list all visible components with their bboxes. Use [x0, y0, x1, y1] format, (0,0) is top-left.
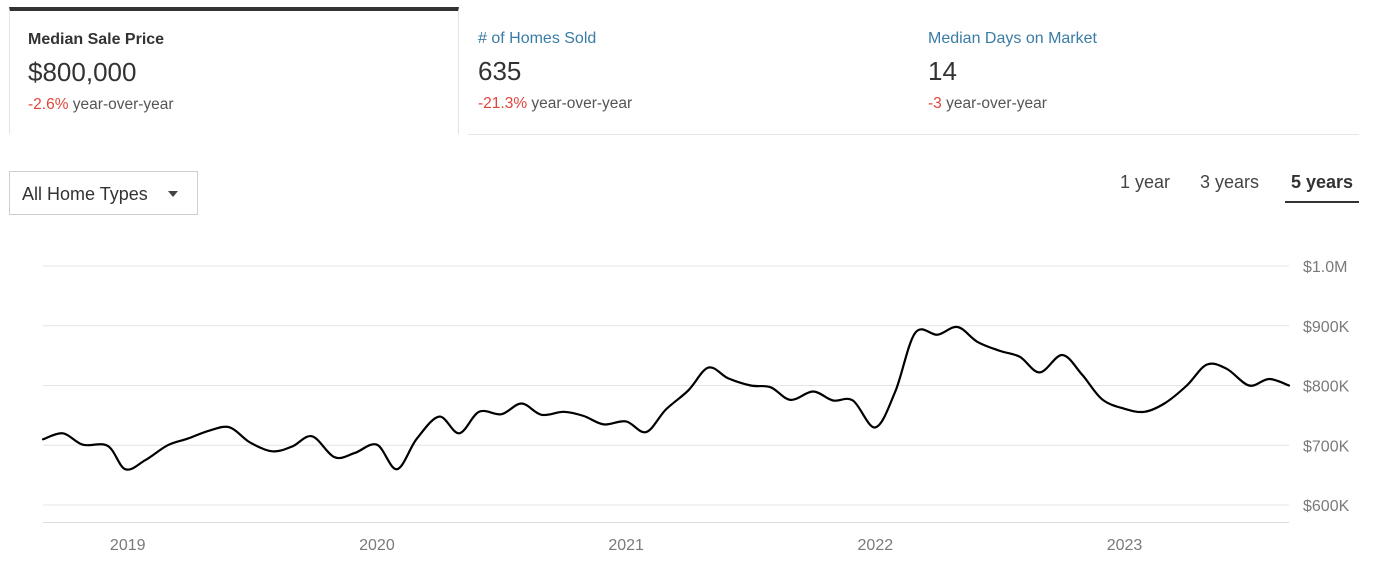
range-5-years[interactable]: 5 years [1285, 172, 1359, 203]
tab-value: 14 [928, 56, 957, 86]
change-suffix: year-over-year [941, 95, 1047, 112]
change-suffix: year-over-year [527, 95, 633, 112]
change-value: -21.3% [478, 95, 528, 112]
tab-label: # of Homes Sold [478, 30, 597, 47]
tab-change: -3 year-over-year [928, 95, 1047, 113]
x-tick-label: 2021 [608, 537, 644, 554]
y-tick-label: $900K [1303, 319, 1350, 336]
tabs-divider [468, 134, 1359, 135]
home-type-selected: All Home Types [22, 184, 148, 204]
y-tick-label: $1.0M [1303, 259, 1347, 276]
tab-median-days-on-market[interactable]: Median Days on Market 14 -3 year-over-ye… [928, 7, 1359, 134]
tab-change: -21.3% year-over-year [478, 95, 632, 113]
tab-change: -2.6% year-over-year [28, 96, 174, 114]
metric-tabs: Median Sale Price $800,000 -2.6% year-ov… [9, 7, 1359, 135]
change-suffix: year-over-year [68, 96, 174, 113]
tab-value: $800,000 [28, 57, 137, 87]
tab-label: Median Sale Price [28, 31, 165, 48]
change-value: -2.6% [28, 96, 69, 113]
caret-down-icon [168, 191, 178, 197]
y-tick-label: $700K [1303, 438, 1350, 455]
tab-median-sale-price[interactable]: Median Sale Price $800,000 -2.6% year-ov… [9, 7, 459, 134]
series-line [41, 325, 1291, 471]
tab-label: Median Days on Market [928, 30, 1097, 47]
x-tick-label: 2022 [858, 537, 894, 554]
home-type-dropdown[interactable]: All Home Types [9, 171, 198, 215]
y-tick-label: $600K [1303, 498, 1350, 515]
x-tick-label: 2020 [359, 537, 395, 554]
range-3-years[interactable]: 3 years [1200, 172, 1260, 192]
x-tick-label: 2019 [110, 537, 146, 554]
tab-value: 635 [478, 56, 522, 86]
y-tick-label: $800K [1303, 379, 1350, 396]
range-1-year[interactable]: 1 year [1120, 172, 1171, 192]
tab-homes-sold[interactable]: # of Homes Sold 635 -21.3% year-over-yea… [478, 7, 918, 134]
change-value: -3 [928, 95, 942, 112]
x-tick-label: 2023 [1107, 537, 1143, 554]
